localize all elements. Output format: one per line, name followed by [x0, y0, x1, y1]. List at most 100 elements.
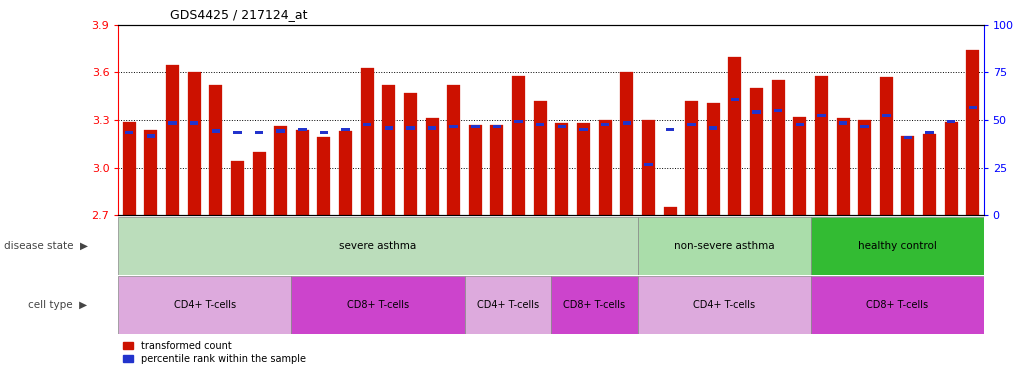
Bar — [363, 123, 372, 126]
Bar — [211, 129, 220, 133]
Bar — [817, 114, 826, 117]
Bar — [209, 85, 222, 215]
Text: disease state  ▶: disease state ▶ — [3, 241, 88, 251]
Bar — [118, 276, 291, 334]
Bar — [620, 73, 633, 215]
Bar — [252, 152, 266, 215]
Text: CD8+ T-cells: CD8+ T-cells — [563, 300, 625, 310]
Bar — [447, 85, 460, 215]
Bar — [492, 124, 502, 128]
Bar — [298, 128, 307, 131]
Bar — [644, 162, 653, 166]
Bar — [685, 101, 698, 215]
Bar — [360, 68, 374, 215]
Bar — [276, 129, 285, 133]
Bar — [795, 123, 804, 126]
Bar — [427, 126, 437, 130]
Bar — [793, 117, 806, 215]
Bar — [687, 123, 696, 126]
Bar — [880, 77, 893, 215]
Text: CD8+ T-cells: CD8+ T-cells — [866, 300, 928, 310]
Bar — [231, 161, 244, 215]
Bar — [274, 126, 287, 215]
Bar — [319, 131, 329, 134]
Bar — [557, 124, 566, 128]
Bar — [811, 217, 984, 275]
Bar — [642, 120, 655, 215]
Bar — [118, 217, 638, 275]
Bar — [146, 134, 156, 137]
Bar — [471, 124, 480, 128]
Bar — [425, 118, 439, 215]
Bar — [382, 85, 396, 215]
Bar — [291, 276, 465, 334]
Bar — [551, 276, 638, 334]
Bar — [254, 131, 264, 134]
Bar — [947, 120, 956, 123]
Bar — [600, 123, 610, 126]
Bar — [123, 122, 136, 215]
Bar — [622, 121, 631, 125]
Bar — [966, 50, 980, 215]
Bar — [536, 123, 545, 126]
Bar — [750, 88, 763, 215]
Bar — [811, 276, 984, 334]
Bar — [752, 110, 761, 114]
Text: CD4+ T-cells: CD4+ T-cells — [477, 300, 539, 310]
Bar — [663, 207, 677, 215]
Bar — [512, 76, 525, 215]
Bar — [774, 109, 783, 112]
Bar — [296, 129, 309, 215]
Bar — [577, 123, 590, 215]
Bar — [233, 131, 242, 134]
Text: CD8+ T-cells: CD8+ T-cells — [347, 300, 409, 310]
Bar — [858, 120, 871, 215]
Bar — [404, 93, 417, 215]
Text: severe asthma: severe asthma — [339, 241, 416, 251]
Bar — [882, 114, 891, 117]
Bar — [707, 103, 720, 215]
Bar — [469, 125, 482, 215]
Bar — [945, 122, 958, 215]
Text: cell type  ▶: cell type ▶ — [29, 300, 88, 310]
Bar — [923, 134, 936, 215]
Bar — [341, 128, 350, 131]
Bar — [555, 123, 569, 215]
Bar — [709, 126, 718, 130]
Bar — [384, 126, 393, 130]
Bar — [730, 98, 740, 101]
Bar — [838, 121, 848, 125]
Bar — [449, 124, 458, 128]
Bar — [903, 136, 913, 139]
Bar — [187, 73, 201, 215]
Text: healthy control: healthy control — [858, 241, 936, 251]
Bar — [728, 56, 742, 215]
Bar — [665, 128, 675, 131]
Text: CD4+ T-cells: CD4+ T-cells — [693, 300, 755, 310]
Bar — [465, 276, 551, 334]
Text: CD4+ T-cells: CD4+ T-cells — [174, 300, 236, 310]
Bar — [406, 126, 415, 130]
Bar — [579, 128, 588, 131]
Bar — [317, 137, 331, 215]
Bar — [490, 125, 504, 215]
Text: non-severe asthma: non-severe asthma — [674, 241, 775, 251]
Bar — [771, 80, 785, 215]
Bar — [514, 120, 523, 123]
Bar — [925, 131, 934, 134]
Bar — [815, 76, 828, 215]
Bar — [190, 121, 199, 125]
Bar — [598, 120, 612, 215]
Bar — [860, 124, 869, 128]
Bar — [638, 217, 811, 275]
Bar — [125, 131, 134, 134]
Bar — [901, 136, 915, 215]
Bar — [638, 276, 811, 334]
Bar — [144, 129, 158, 215]
Text: GDS4425 / 217124_at: GDS4425 / 217124_at — [170, 8, 307, 21]
Bar — [968, 106, 977, 109]
Bar — [166, 65, 179, 215]
Legend: transformed count, percentile rank within the sample: transformed count, percentile rank withi… — [124, 341, 306, 364]
Bar — [339, 131, 352, 215]
Bar — [534, 101, 547, 215]
